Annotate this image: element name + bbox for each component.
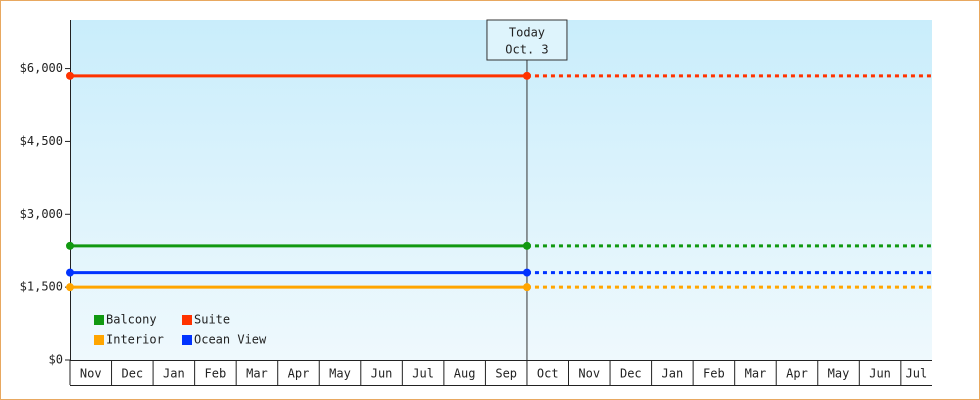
x-tick-label: Aug [454, 367, 476, 381]
y-tick-label: $6,000 [20, 61, 63, 75]
legend-swatch [94, 315, 104, 325]
legend-label: Balcony [106, 313, 157, 327]
point [522, 283, 531, 292]
legend-label: Suite [194, 313, 230, 327]
legend-swatch [94, 335, 104, 345]
x-tick-label: Dec [620, 367, 642, 381]
point [66, 283, 74, 292]
y-tick-label: $4,500 [20, 134, 63, 148]
x-tick-label: Apr [786, 367, 808, 381]
today-box [486, 19, 568, 61]
legend-label: Interior [106, 333, 164, 347]
plot-area [70, 20, 932, 360]
x-tick-label: Feb [205, 367, 227, 381]
x-tick-label: Feb [703, 367, 725, 381]
x-tick-label: May [329, 367, 351, 381]
legend-swatch [182, 315, 192, 325]
x-tick-label: May [828, 367, 850, 381]
x-tick-label: Apr [288, 367, 310, 381]
x-tick-label: Oct [537, 367, 559, 381]
point [66, 241, 74, 250]
point [522, 71, 531, 80]
point [522, 268, 531, 277]
x-tick-label: Mar [246, 367, 268, 381]
today-label: Today [509, 26, 545, 40]
y-tick-label: $1,500 [20, 280, 63, 294]
x-tick-label: Jan [662, 367, 684, 381]
x-tick-label: Nov [80, 367, 102, 381]
x-tick-label: Sep [495, 367, 517, 381]
point [66, 71, 74, 80]
y-tick-label: $0 [49, 353, 63, 367]
point [522, 241, 531, 250]
x-tick-label: Dec [121, 367, 143, 381]
x-tick-label: Jun [371, 367, 393, 381]
point [66, 268, 74, 277]
legend-swatch [182, 335, 192, 345]
y-tick-label: $3,000 [20, 207, 63, 221]
x-tick-label: Nov [578, 367, 600, 381]
legend-label: Ocean View [194, 333, 267, 347]
x-tick-label: Mar [745, 367, 767, 381]
x-tick-label: Jan [163, 367, 185, 381]
x-tick-label: Jun [869, 367, 891, 381]
today-label: Oct. 3 [505, 43, 548, 57]
x-tick-label: Jul [412, 367, 434, 381]
x-tick-label: Jul [906, 367, 928, 381]
